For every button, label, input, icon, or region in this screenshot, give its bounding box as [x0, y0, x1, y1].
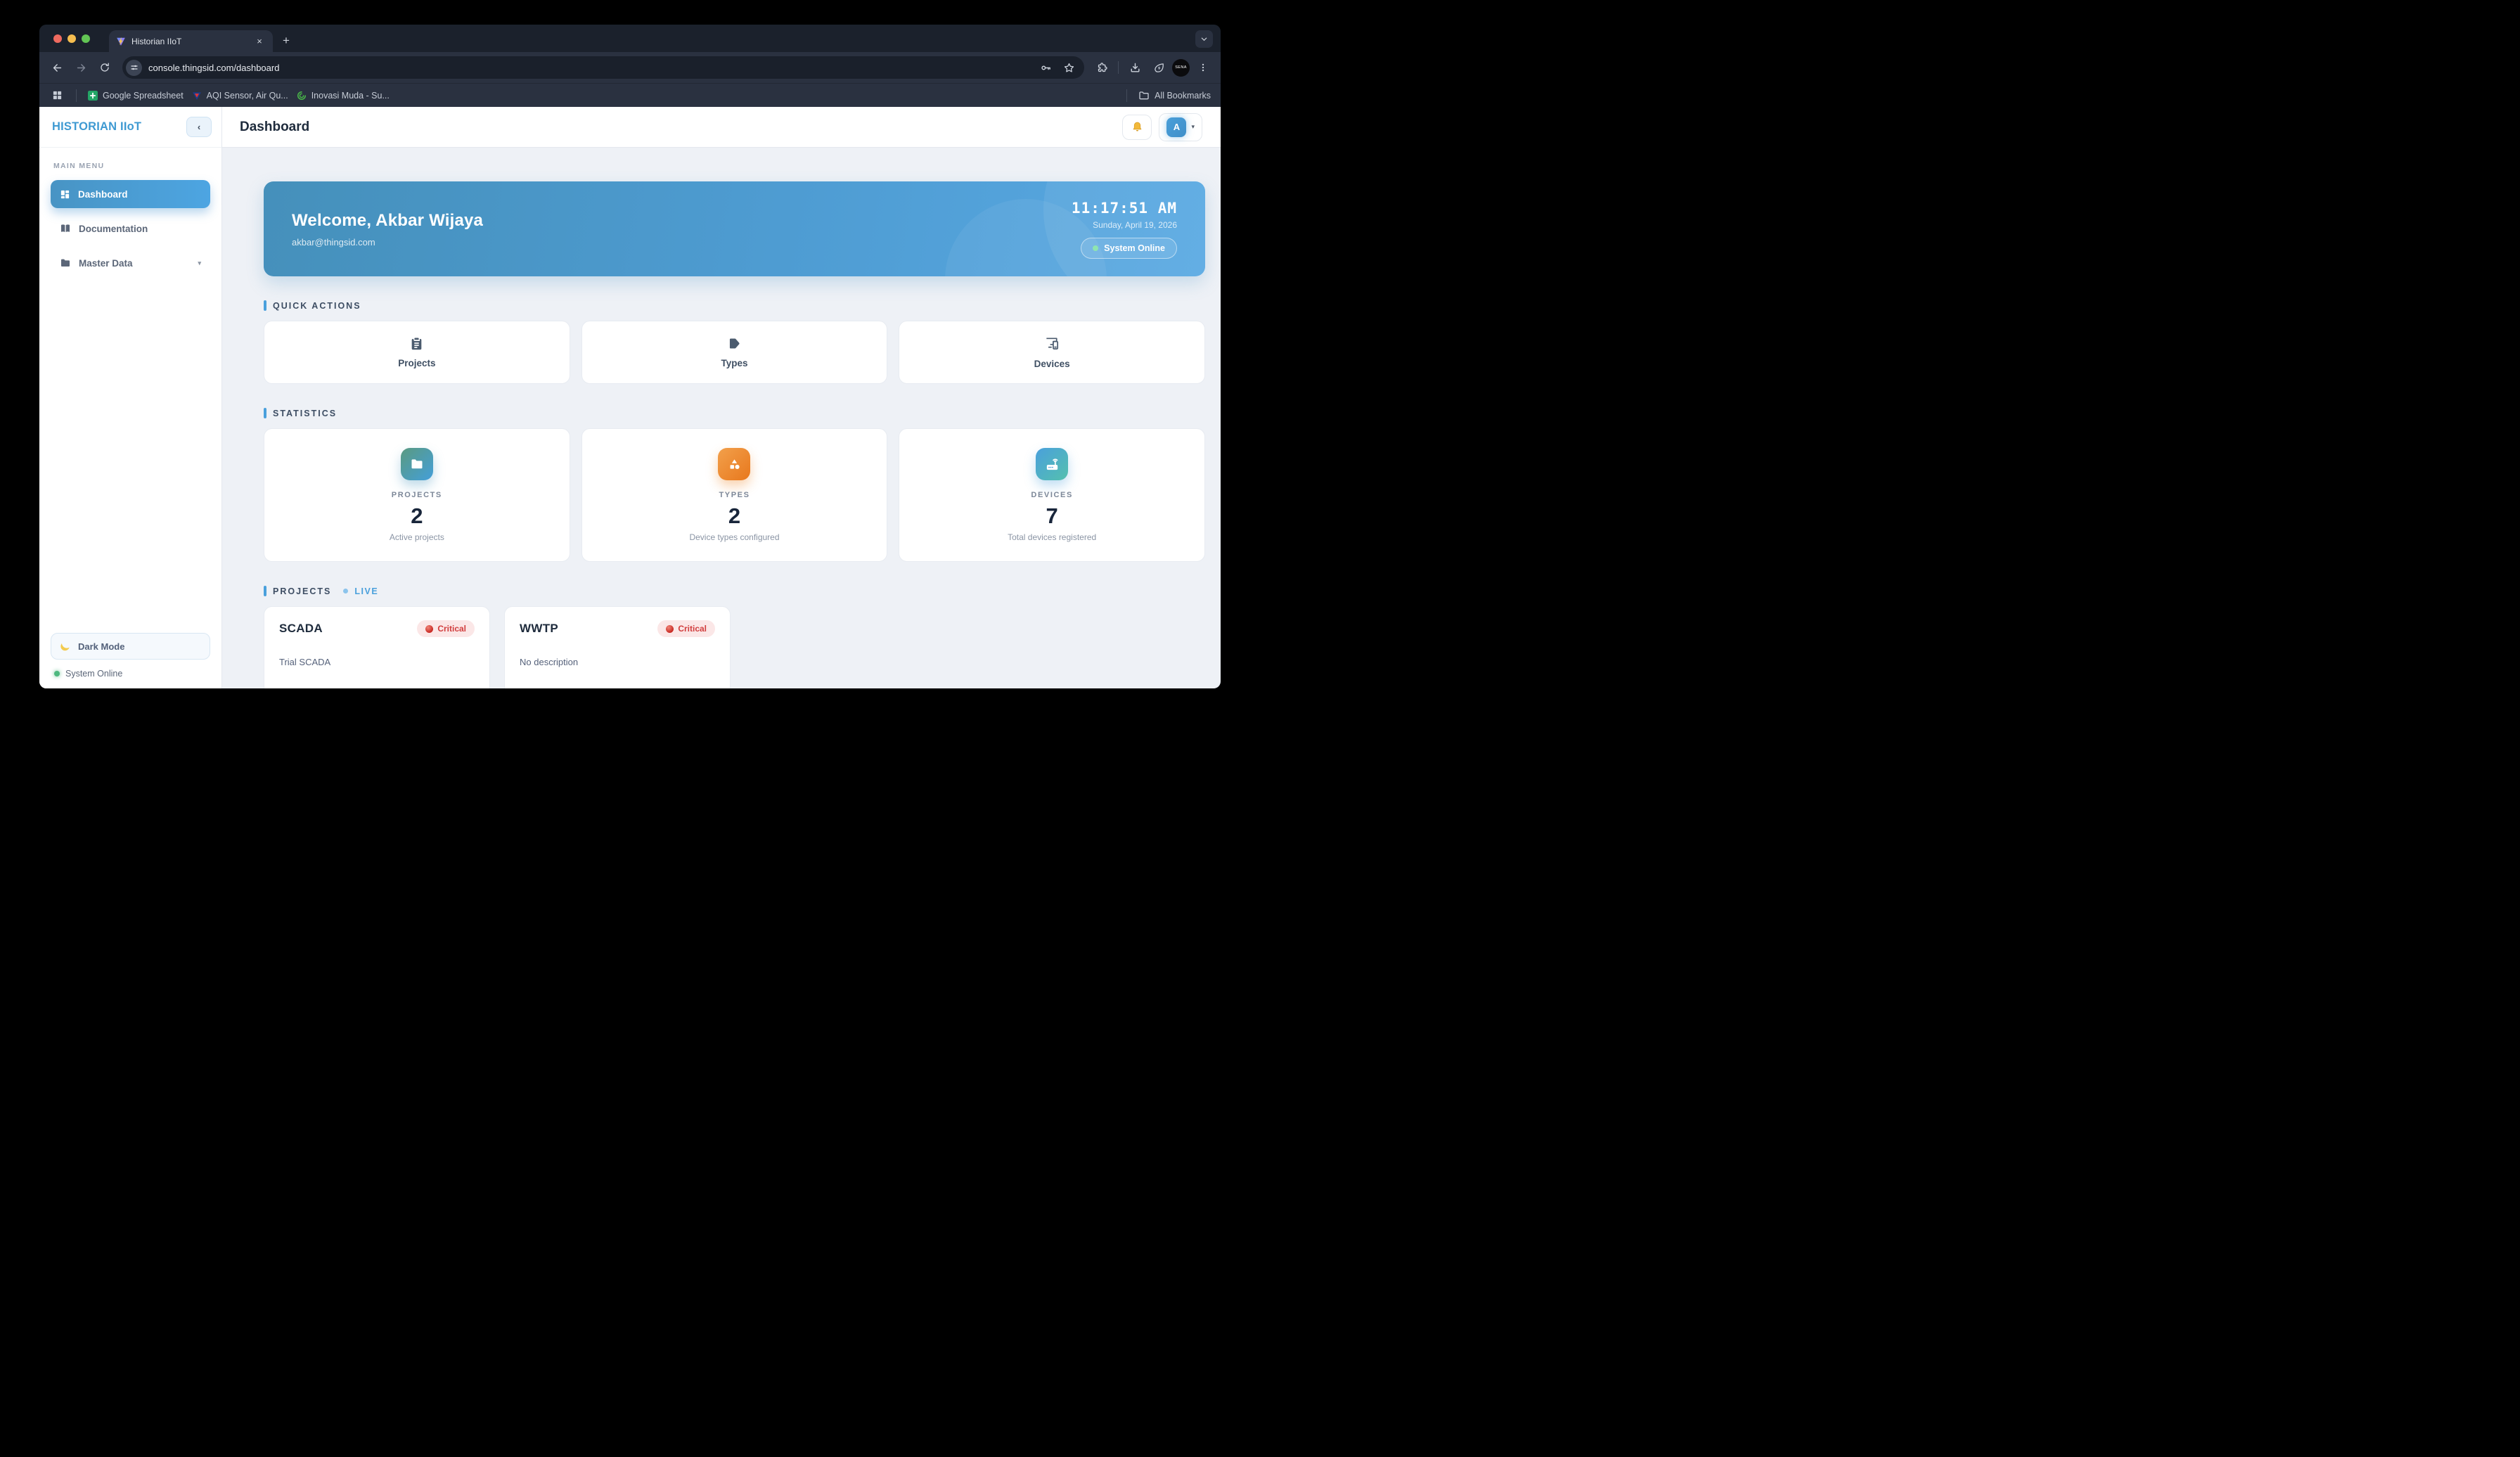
date: Sunday, April 19, 2026 [1093, 219, 1177, 230]
bookmark-aqi-sensor[interactable]: AQI Sensor, Air Qu... [192, 91, 288, 101]
stat-card-devices: DEVICES 7 Total devices registered [899, 428, 1205, 562]
site-settings-tune-icon[interactable] [126, 59, 142, 76]
browser-tab[interactable]: Historian IIoT × [109, 30, 273, 52]
sidebar-item-dashboard[interactable]: Dashboard [51, 180, 210, 208]
projects-header: PROJECTS LIVE [264, 586, 1205, 596]
apps-grid-icon[interactable] [49, 85, 65, 106]
folder-icon [60, 257, 71, 269]
statistics-grid: PROJECTS 2 Active projects TYPES 2 Devic… [264, 428, 1205, 562]
browser-toolbar: console.thingsid.com/dashboard SENA [39, 52, 1221, 83]
stat-card-projects: PROJECTS 2 Active projects [264, 428, 570, 562]
statistics-header: STATISTICS [264, 408, 1205, 418]
new-tab-button[interactable]: + [283, 34, 290, 47]
live-dot-icon [343, 589, 349, 593]
book-icon [60, 223, 71, 234]
quick-actions-grid: Projects Types Devices [264, 321, 1205, 384]
dark-mode-toggle[interactable]: Dark Mode [51, 633, 210, 660]
page-title: Dashboard [240, 119, 310, 134]
browser-window: Historian IIoT × + console.thingsid.com/… [39, 25, 1221, 688]
project-card-wwtp[interactable]: WWTP Critical No description [504, 606, 731, 688]
sidebar-item-master-data[interactable]: Master Data ▾ [51, 249, 210, 277]
tab-close-icon[interactable]: × [257, 36, 262, 46]
sidebar-collapse-button[interactable]: ‹ [186, 117, 212, 137]
devices-icon [1044, 335, 1060, 352]
bookmark-inovasi-muda[interactable]: Inovasi Muda - Su... [297, 91, 390, 101]
tag-icon [727, 336, 742, 351]
tab-title: Historian IIoT [131, 36, 182, 46]
downloads-icon[interactable] [1124, 57, 1145, 78]
avatar: A [1166, 117, 1187, 137]
chevron-down-icon: ▾ [198, 259, 201, 267]
minimize-window-button[interactable] [68, 34, 76, 43]
critical-dot-icon [425, 624, 434, 633]
aqi-shield-icon [192, 91, 202, 101]
online-dot-icon [54, 671, 60, 676]
router-icon [1036, 448, 1069, 480]
system-online-badge: System Online [1081, 237, 1177, 259]
reload-icon[interactable] [94, 57, 115, 78]
app-brand: HISTORIAN IIoT [52, 120, 142, 133]
quick-action-types[interactable]: Types [581, 321, 888, 384]
back-icon[interactable] [46, 57, 68, 78]
bookmarks-right-divider [1126, 89, 1128, 102]
folder-icon [1138, 90, 1150, 101]
user-email: akbar@thingsid.com [292, 236, 375, 248]
notifications-button[interactable] [1122, 114, 1152, 140]
status-badge: Critical [417, 620, 475, 637]
sidebar-section-label: MAIN MENU [53, 162, 105, 170]
online-dot-icon [1093, 245, 1099, 251]
close-window-button[interactable] [53, 34, 62, 43]
moon-icon [60, 641, 71, 652]
user-menu-button[interactable]: A ▾ [1159, 113, 1202, 141]
live-badge: LIVE [354, 586, 379, 596]
system-status: System Online [54, 669, 210, 679]
browser-profile-avatar[interactable]: SENA [1172, 58, 1190, 77]
status-badge: Critical [657, 620, 715, 637]
bell-icon [1131, 121, 1143, 133]
sidebar-item-documentation[interactable]: Documentation [51, 214, 210, 243]
quick-action-devices[interactable]: Devices [899, 321, 1205, 384]
spreadsheet-icon [88, 90, 98, 101]
inovasi-swirl-icon [297, 91, 307, 101]
dashboard-grid-icon [60, 189, 70, 200]
tab-search-chevron-icon[interactable] [1195, 30, 1213, 48]
performance-leaf-icon[interactable] [1148, 57, 1169, 78]
all-bookmarks-button[interactable]: All Bookmarks [1138, 90, 1211, 101]
browser-menu-kebab-icon[interactable] [1192, 57, 1214, 78]
url-text: console.thingsid.com/dashboard [148, 62, 280, 73]
bookmark-google-spreadsheet[interactable]: Google Spreadsheet [88, 90, 184, 101]
bookmark-star-icon[interactable] [1060, 59, 1077, 76]
chevron-down-icon: ▾ [1191, 123, 1195, 130]
welcome-greeting: Welcome, Akbar Wijaya [292, 210, 484, 230]
forward-icon[interactable] [70, 57, 91, 78]
quick-actions-header: QUICK ACTIONS [264, 300, 1205, 311]
web-page: HISTORIAN IIoT ‹ MAIN MENU Dashboard Doc… [39, 107, 1221, 688]
tab-strip: Historian IIoT × + [39, 25, 1221, 52]
shapes-icon [718, 448, 751, 480]
page-header: Dashboard A ▾ [222, 107, 1221, 148]
site-favicon-bolt-icon [116, 37, 126, 46]
extensions-puzzle-icon[interactable] [1091, 57, 1112, 78]
app-sidebar: HISTORIAN IIoT ‹ MAIN MENU Dashboard Doc… [39, 107, 222, 688]
address-bar[interactable]: console.thingsid.com/dashboard [122, 56, 1084, 79]
stat-card-types: TYPES 2 Device types configured [581, 428, 888, 562]
critical-dot-icon [666, 624, 674, 633]
main-area: Dashboard A ▾ [222, 107, 1221, 688]
password-key-icon[interactable] [1037, 59, 1054, 76]
dashboard-content: Welcome, Akbar Wijaya akbar@thingsid.com… [222, 148, 1221, 688]
projects-row: SCADA Critical Trial SCADA WWTP [264, 606, 1205, 688]
quick-action-projects[interactable]: Projects [264, 321, 570, 384]
bookmarks-bar: Google Spreadsheet AQI Sensor, Air Qu...… [39, 83, 1221, 107]
folder-icon [400, 448, 433, 480]
clipboard-icon [409, 336, 424, 351]
window-controls [53, 34, 90, 43]
clock: 11:17:51 AM [1071, 199, 1177, 217]
project-card-scada[interactable]: SCADA Critical Trial SCADA [264, 606, 490, 688]
welcome-banner: Welcome, Akbar Wijaya akbar@thingsid.com… [264, 181, 1205, 276]
bookmarks-divider [76, 89, 77, 102]
toolbar-divider [1118, 61, 1119, 74]
zoom-window-button[interactable] [82, 34, 90, 43]
